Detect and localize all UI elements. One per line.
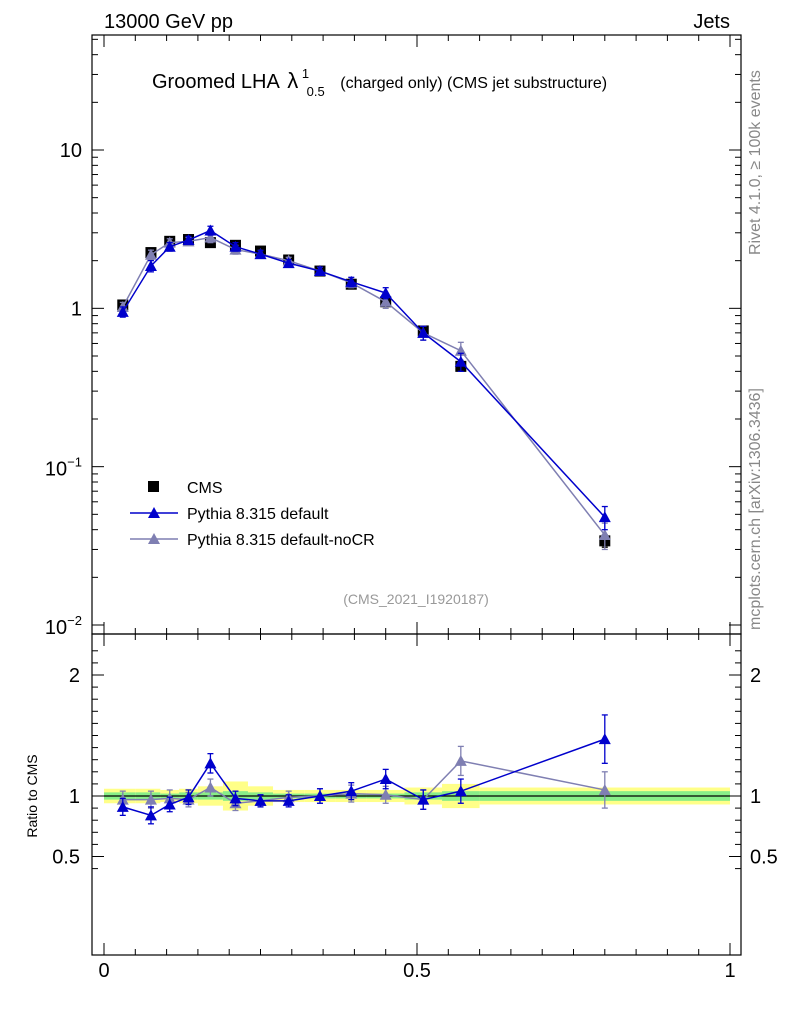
pythia-default-point bbox=[254, 248, 267, 260]
ratio-default-point bbox=[313, 790, 326, 801]
pythia-default-point bbox=[144, 260, 157, 272]
legend-nocr-label: Pythia 8.315 default-noCR bbox=[187, 532, 375, 549]
legend-default-label: Pythia 8.315 default bbox=[187, 506, 329, 523]
title-main: Groomed LHA bbox=[152, 71, 280, 93]
mcplots-label: mcplots.cern.ch [arXiv:1306.3436] bbox=[747, 388, 764, 630]
ratio-default-point bbox=[144, 809, 157, 821]
pythia-default-point bbox=[313, 265, 326, 277]
pythia-default-point bbox=[282, 257, 295, 269]
legend-cms-marker bbox=[148, 481, 159, 492]
energy-label: 13000 GeV pp bbox=[104, 11, 233, 33]
pythia-default-point bbox=[454, 355, 467, 367]
ratio-nocr-point bbox=[144, 793, 157, 805]
main-ytick-label: 10−1 bbox=[45, 455, 82, 481]
pythia-default-line bbox=[122, 229, 606, 518]
ratio-ytick-label: 0.5 bbox=[52, 847, 80, 869]
ratio-ytick-label-right: 1 bbox=[750, 786, 761, 808]
pythia-default-point bbox=[163, 240, 176, 252]
pythia-nocr-point bbox=[379, 295, 392, 307]
ratio-nocr-point bbox=[454, 754, 467, 766]
ratio-xtick-label: 0 bbox=[98, 960, 109, 982]
ratio-ytick-label: 1 bbox=[69, 786, 80, 808]
ratio-nocr-point bbox=[204, 781, 217, 793]
pythia-nocr-point bbox=[598, 529, 611, 541]
ratio-default-point bbox=[116, 800, 129, 812]
ratio-xtick-label: 0.5 bbox=[403, 960, 431, 982]
pythia-default-point bbox=[116, 305, 129, 317]
pythia-default-point bbox=[379, 286, 392, 298]
pythia-default-point bbox=[417, 326, 430, 338]
main-panel: 10 1 10−1 10−2 bbox=[45, 34, 742, 639]
ratio-ytick-label-right: 2 bbox=[750, 665, 761, 687]
ratio-default-point bbox=[282, 794, 295, 806]
ratio-ytick-label-right: 0.5 bbox=[750, 847, 778, 869]
ratio-default-point bbox=[454, 785, 467, 797]
ratio-default-point bbox=[163, 798, 176, 810]
title-lambda: λ bbox=[287, 68, 298, 93]
ratio-default-point bbox=[229, 792, 242, 804]
ratio-xtick-label: 1 bbox=[724, 960, 735, 982]
ratio-nocr-point bbox=[379, 788, 392, 800]
pythia-default-point bbox=[229, 240, 242, 252]
category-label: Jets bbox=[693, 11, 730, 33]
title-sup: 1 bbox=[302, 66, 309, 81]
main-ytick-label: 10−2 bbox=[45, 613, 82, 639]
ratio-ylabel: Ratio to CMS bbox=[24, 754, 40, 837]
main-ytick-label: 10 bbox=[60, 140, 82, 162]
pythia-default-point bbox=[182, 234, 195, 246]
pythia-default-point bbox=[345, 275, 358, 287]
analysis-id: (CMS_2021_I1920187) bbox=[343, 591, 489, 607]
legend-nocr-marker bbox=[148, 533, 160, 544]
title-sub: 0.5 bbox=[307, 84, 325, 99]
ratio-ytick-label: 2 bbox=[69, 665, 80, 687]
legend-default-marker bbox=[148, 507, 160, 518]
pythia-default-point bbox=[204, 224, 217, 236]
title-suffix: (charged only) (CMS jet substructure) bbox=[340, 75, 607, 92]
pythia-nocr-point bbox=[204, 231, 217, 243]
legend-cms-label: CMS bbox=[187, 480, 223, 497]
ratio-default-line bbox=[122, 738, 606, 817]
ratio-default-point bbox=[345, 785, 358, 797]
legend: CMS Pythia 8.315 default Pythia 8.315 de… bbox=[130, 480, 375, 549]
ratio-default-point bbox=[379, 773, 392, 785]
pythia-default-point bbox=[598, 511, 611, 523]
ratio-nocr-point bbox=[598, 783, 611, 795]
ratio-default-point bbox=[598, 733, 611, 745]
ratio-default-point bbox=[417, 793, 430, 805]
ratio-panel: 0 0.5 1 2 2 1 1 0.5 0.5 bbox=[52, 633, 778, 982]
rivet-label: Rivet 4.1.0, ≥ 100k events bbox=[747, 70, 764, 255]
plot-title: Groomed LHA λ 1 0.5 (charged only) (CMS … bbox=[152, 61, 607, 101]
ratio-default-point bbox=[182, 791, 195, 803]
main-ytick-label: 1 bbox=[71, 298, 82, 320]
ratio-default-point bbox=[204, 757, 217, 769]
pythia-nocr-point bbox=[144, 248, 157, 260]
ratio-default-point bbox=[254, 794, 267, 806]
